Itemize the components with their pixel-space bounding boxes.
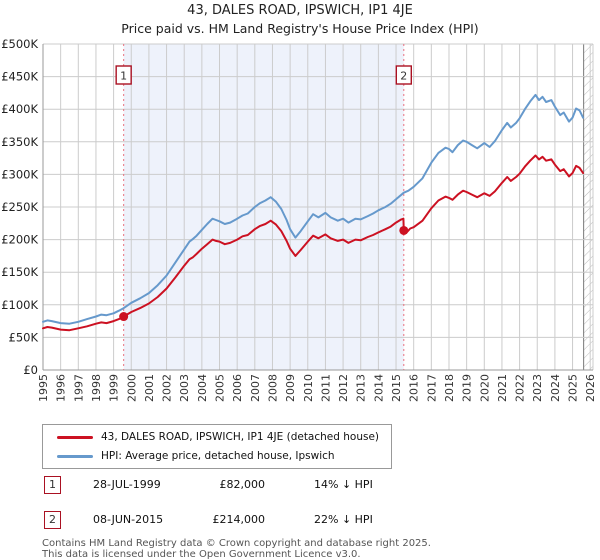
transaction-date: 08-JUN-2015 — [93, 513, 164, 526]
svg-text:2020: 2020 — [478, 374, 491, 402]
copyright-line: Contains HM Land Registry data © Crown c… — [42, 538, 431, 549]
svg-text:2009: 2009 — [284, 374, 297, 402]
svg-text:1999: 1999 — [108, 374, 121, 402]
svg-text:£250K: £250K — [1, 200, 38, 214]
transaction-row: 1 28-JUL-1999 £82,000 14% ↓ HPI — [0, 476, 600, 496]
svg-text:2008: 2008 — [266, 374, 279, 402]
transaction-row: 2 08-JUN-2015 £214,000 22% ↓ HPI — [0, 511, 600, 531]
transaction-number-badge: 1 — [44, 476, 61, 494]
svg-text:2000: 2000 — [125, 374, 138, 402]
transaction-price: £214,000 — [212, 513, 266, 526]
transaction-price: £82,000 — [219, 478, 266, 491]
svg-text:£450K: £450K — [1, 70, 38, 84]
page-title: 43, DALES ROAD, IPSWICH, IP1 4JE — [187, 3, 413, 18]
svg-text:£200K: £200K — [1, 233, 38, 247]
svg-text:2021: 2021 — [496, 374, 509, 402]
svg-text:2022: 2022 — [514, 374, 527, 402]
legend-label: 43, DALES ROAD, IPSWICH, IP1 4JE (detach… — [101, 431, 380, 443]
svg-text:1998: 1998 — [90, 374, 103, 402]
svg-text:1995: 1995 — [37, 374, 50, 402]
page-subtitle: Price paid vs. HM Land Registry's House … — [121, 21, 479, 36]
legend-label: HPI: Average price, detached house, Ipsw… — [101, 450, 335, 462]
svg-text:2004: 2004 — [196, 374, 209, 402]
svg-text:2010: 2010 — [302, 374, 315, 402]
svg-text:2024: 2024 — [549, 374, 562, 402]
property-line-swatch — [57, 436, 93, 439]
svg-text:2015: 2015 — [390, 374, 403, 402]
licence-line: This data is licensed under the Open Gov… — [42, 549, 361, 560]
svg-text:2001: 2001 — [143, 374, 156, 402]
svg-text:2019: 2019 — [461, 374, 474, 402]
svg-text:2016: 2016 — [408, 374, 421, 402]
svg-text:2025: 2025 — [567, 374, 580, 402]
svg-text:£300K: £300K — [1, 167, 38, 181]
svg-text:2017: 2017 — [425, 374, 438, 402]
svg-text:2026: 2026 — [584, 374, 597, 402]
svg-text:2005: 2005 — [214, 374, 227, 402]
svg-text:2012: 2012 — [337, 374, 350, 402]
svg-text:1: 1 — [120, 70, 127, 83]
transaction-number-badge: 2 — [44, 511, 61, 529]
svg-text:1997: 1997 — [72, 374, 85, 402]
svg-text:£100K: £100K — [1, 298, 38, 312]
svg-text:1996: 1996 — [55, 374, 68, 402]
svg-text:2018: 2018 — [443, 374, 456, 402]
chart-series-lines — [42, 93, 585, 332]
chart-legend: 43, DALES ROAD, IPSWICH, IP1 4JE (detach… — [42, 424, 392, 469]
svg-text:2023: 2023 — [531, 374, 544, 402]
transaction-hpi-diff: 22% ↓ HPI — [314, 513, 373, 526]
svg-text:£500K: £500K — [1, 37, 38, 51]
svg-text:2011: 2011 — [319, 374, 332, 402]
svg-text:2: 2 — [400, 70, 407, 83]
svg-text:£150K: £150K — [1, 265, 38, 279]
svg-text:2014: 2014 — [372, 374, 385, 402]
svg-text:£350K: £350K — [1, 135, 38, 149]
svg-text:2013: 2013 — [355, 374, 368, 402]
svg-text:2006: 2006 — [231, 374, 244, 402]
svg-text:2007: 2007 — [249, 374, 262, 402]
legend-item-hpi: HPI: Average price, detached house, Ipsw… — [43, 447, 391, 466]
transaction-hpi-diff: 14% ↓ HPI — [314, 478, 373, 491]
sale-point-dots — [119, 225, 409, 322]
axis-tick-labels: £0 £50K £100K £150K £200K £250K £300K £350K £400… — [1, 37, 597, 402]
svg-text:£0: £0 — [23, 363, 38, 377]
transaction-date: 28-JUL-1999 — [93, 478, 161, 491]
svg-text:£50K: £50K — [9, 330, 39, 344]
legend-item-property: 43, DALES ROAD, IPSWICH, IP1 4JE (detach… — [43, 428, 391, 447]
svg-text:2002: 2002 — [161, 374, 174, 402]
svg-text:£400K: £400K — [1, 102, 38, 116]
hpi-line-swatch — [57, 455, 93, 458]
svg-text:2003: 2003 — [178, 374, 191, 402]
